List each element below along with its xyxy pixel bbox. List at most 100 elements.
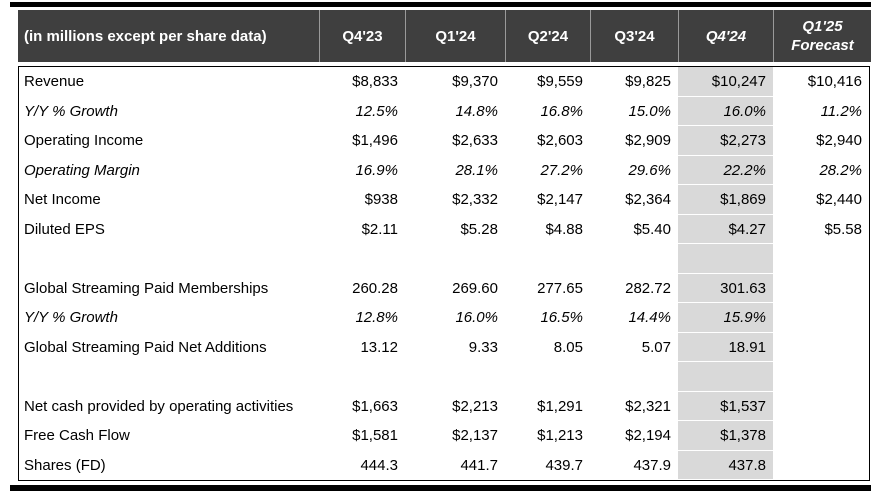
value-cell: 11.2% — [820, 102, 862, 120]
value-cell: 441.7 — [460, 456, 498, 474]
value-cell: 27.2% — [540, 161, 583, 179]
table-row-y-y-growth: Y/Y % Growth 12.5% 14.8% 16.8% 15.0% 16.0% 11.… — [19, 96, 869, 126]
value-cell: 16.0% — [678, 96, 773, 126]
row-label: Diluted EPS — [24, 220, 105, 238]
table-row-net-cash-provided-by-operating-activities: Net cash provided by operating activitie… — [19, 391, 869, 422]
table-row-operating-margin: Operating Margin 16.9% 28.1% 27.2% 29.6% 22.2… — [19, 155, 869, 185]
column-header-q2-24: Q2'24 — [505, 10, 590, 62]
table-header-row: (in millions except per share data) Q4'2… — [18, 10, 871, 62]
value-cell: $1,213 — [537, 427, 583, 444]
value-cell: 282.72 — [625, 279, 671, 297]
value-cell: $2.11 — [361, 220, 398, 238]
unit-note: (in millions except per share data) — [24, 27, 267, 45]
row-label: Free Cash Flow — [24, 427, 130, 444]
value-cell: 15.0% — [628, 102, 671, 120]
column-header-label: Q1'24 — [435, 27, 476, 45]
value-cell: 18.91 — [678, 332, 773, 362]
value-cell: 269.60 — [452, 279, 498, 297]
value-cell: $4.27 — [678, 214, 773, 244]
value-cell — [505, 244, 590, 274]
value-cell: $1,291 — [537, 397, 583, 415]
table-row-blank — [19, 362, 869, 392]
column-header-label: Q4'23 — [342, 27, 383, 45]
value-cell: 9.33 — [468, 338, 498, 356]
value-cell: $1,581 — [352, 427, 398, 444]
value-cell: 15.9% — [678, 303, 773, 333]
value-cell: 29.6% — [628, 161, 671, 179]
value-cell: $9,559 — [537, 73, 583, 90]
column-header-q3-24: Q3'24 — [590, 10, 678, 62]
value-cell — [678, 244, 773, 274]
value-cell: 437.9 — [633, 456, 671, 474]
value-cell: 5.07 — [641, 338, 671, 356]
value-cell: 28.1% — [455, 161, 498, 179]
value-cell: $2,940 — [816, 132, 862, 149]
table-row-blank — [19, 244, 869, 274]
value-cell — [773, 274, 869, 304]
value-cell — [773, 244, 869, 274]
value-cell: 12.8% — [355, 309, 398, 326]
value-cell — [319, 244, 405, 274]
row-label: Shares (FD) — [24, 456, 106, 474]
table-row-global-streaming-paid-net-additions: Global Streaming Paid Net Additions 13.12… — [19, 332, 869, 363]
value-cell — [505, 362, 590, 392]
table-row-operating-income: Operating Income $1,496 $2,633 $2,603 $2,909… — [19, 126, 869, 156]
table-row-diluted-eps: Diluted EPS $2.11 $5.28 $4.88 $5.40 $4.27 $5.5… — [19, 214, 869, 244]
column-header-label: Q4'24 — [705, 27, 747, 45]
value-cell: $2,603 — [537, 132, 583, 149]
value-cell: $2,364 — [625, 191, 671, 208]
value-cell: $938 — [364, 191, 398, 208]
value-cell: $1,663 — [352, 397, 398, 415]
value-cell: 12.5% — [355, 102, 398, 120]
row-label: Net Income — [24, 191, 101, 208]
value-cell: 14.8% — [455, 102, 498, 120]
value-cell: $5.58 — [824, 220, 862, 238]
row-label: Global Streaming Paid Memberships — [24, 279, 269, 297]
value-cell: 28.2% — [819, 161, 862, 179]
table-row-free-cash-flow: Free Cash Flow $1,581 $2,137 $1,213 $2,194 $1… — [19, 421, 869, 451]
row-label: Y/Y % Growth — [24, 102, 118, 120]
value-cell: $9,825 — [625, 73, 671, 90]
value-cell — [773, 333, 869, 363]
value-cell: $2,321 — [625, 397, 671, 415]
column-header-label: Q2'24 — [527, 27, 569, 45]
value-cell: $2,909 — [625, 132, 671, 149]
column-header-q1-25-forecast: Q1'25 Forecast — [773, 10, 871, 62]
row-label: Net cash provided by operating activitie… — [24, 397, 294, 415]
value-cell: 444.3 — [360, 456, 398, 474]
row-label: Operating Margin — [24, 161, 140, 179]
row-label — [19, 362, 319, 392]
value-cell: 8.05 — [553, 338, 583, 356]
value-cell — [773, 392, 869, 422]
value-cell — [773, 421, 869, 451]
value-cell: $1,496 — [352, 132, 398, 149]
value-cell: 13.12 — [360, 338, 398, 356]
value-cell: $2,194 — [625, 427, 671, 444]
column-header-q4-23: Q4'23 — [319, 10, 405, 62]
top-border-bar — [10, 2, 871, 7]
value-cell: 16.8% — [540, 102, 583, 120]
value-cell: 22.2% — [678, 155, 773, 185]
value-cell: $2,440 — [816, 191, 862, 208]
row-label: Revenue — [24, 73, 85, 90]
value-cell — [590, 244, 678, 274]
value-cell — [319, 362, 405, 392]
value-cell: $5.40 — [633, 220, 671, 238]
row-label: Y/Y % Growth — [24, 309, 118, 326]
value-cell — [590, 362, 678, 392]
row-label: Global Streaming Paid Net Additions — [24, 338, 267, 356]
value-cell — [773, 451, 869, 481]
value-cell: 16.0% — [455, 309, 498, 326]
value-cell: 14.4% — [628, 309, 671, 326]
row-label — [19, 244, 319, 274]
value-cell — [405, 244, 505, 274]
value-cell: $5.28 — [460, 220, 498, 238]
value-cell: 16.9% — [355, 161, 398, 179]
value-cell: $1,869 — [678, 185, 773, 215]
value-cell — [773, 362, 869, 392]
value-cell: 260.28 — [352, 279, 398, 297]
row-label: Operating Income — [24, 132, 144, 149]
value-cell — [405, 362, 505, 392]
value-cell: $2,147 — [537, 191, 583, 208]
